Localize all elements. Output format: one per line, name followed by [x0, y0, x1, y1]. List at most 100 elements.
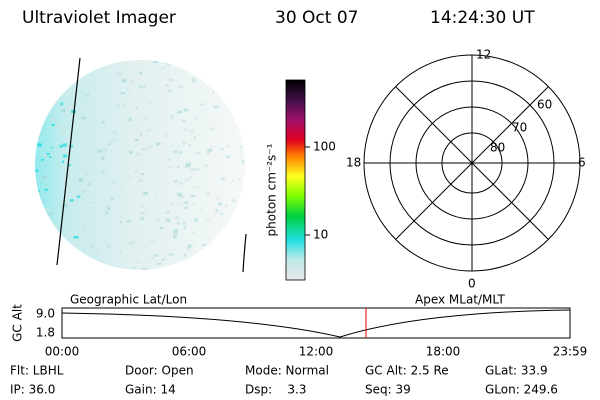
speckle — [188, 144, 191, 147]
info-field: Flt: LBHL — [10, 364, 64, 378]
speckle — [126, 87, 129, 91]
speckle — [39, 221, 45, 225]
speckle — [113, 130, 117, 133]
speckle — [134, 170, 139, 174]
speckle — [189, 129, 195, 133]
speckle — [235, 241, 238, 244]
speckle — [147, 145, 151, 149]
speckle — [41, 158, 44, 161]
speckle — [164, 211, 170, 214]
speckle — [189, 176, 192, 179]
speckle — [35, 235, 40, 238]
speckle — [141, 148, 147, 151]
info-field: GLat: 33.9 — [485, 364, 548, 378]
speckle — [35, 142, 39, 146]
speckle — [106, 245, 112, 249]
speckle — [183, 108, 189, 112]
speckle — [92, 201, 95, 204]
speckle — [141, 204, 145, 208]
speckle — [169, 202, 175, 206]
speckle — [217, 202, 223, 206]
speckle — [111, 132, 117, 135]
speckle — [228, 245, 234, 250]
speckle — [173, 231, 178, 235]
speckle — [44, 188, 49, 191]
y-tick-label: 1.8 — [36, 326, 55, 340]
speckle — [38, 86, 43, 89]
speckle — [81, 190, 87, 193]
speckle — [232, 179, 235, 182]
mlt-label: 0 — [468, 277, 476, 291]
mlt-label: 6 — [578, 156, 586, 170]
speckle — [180, 182, 183, 186]
speckle — [195, 151, 201, 155]
speckle — [150, 257, 154, 260]
speckle — [188, 245, 194, 249]
speckle — [62, 154, 68, 158]
mlt-label: 12 — [476, 48, 491, 62]
speckle — [207, 148, 212, 152]
speckle — [53, 72, 57, 75]
speckle — [179, 195, 185, 199]
speckle — [207, 149, 213, 153]
speckle — [176, 111, 182, 114]
speckle — [138, 179, 143, 182]
x-tick-label: 12:00 — [299, 345, 334, 359]
speckle — [42, 175, 47, 179]
speckle — [225, 144, 230, 148]
polar-plot — [363, 54, 581, 272]
speckle — [190, 256, 196, 261]
info-field: GLon: 249.6 — [485, 383, 558, 397]
speckle — [63, 76, 66, 79]
speckle — [44, 214, 48, 217]
speckle — [190, 80, 196, 83]
speckle — [142, 268, 148, 270]
speckle — [105, 212, 108, 215]
speckle — [195, 186, 200, 188]
y-label: GC Alt — [11, 304, 25, 342]
speckle — [184, 128, 188, 132]
speckle — [63, 242, 66, 246]
speckle — [163, 61, 168, 64]
speckle — [183, 206, 188, 210]
speckle — [108, 205, 111, 209]
info-field: Seq: 39 — [365, 383, 411, 397]
speckle — [60, 102, 64, 106]
limb-arc — [242, 233, 247, 273]
speckle — [80, 192, 85, 194]
speckle — [173, 235, 177, 239]
speckle — [119, 221, 123, 223]
speckle — [190, 194, 196, 198]
speckle — [121, 79, 127, 83]
speckle — [210, 146, 214, 148]
speckle — [184, 179, 190, 182]
speckle — [183, 226, 186, 229]
colorbar-scale — [285, 79, 306, 281]
speckle — [117, 188, 121, 191]
speckle — [35, 189, 40, 193]
speckle — [41, 92, 47, 95]
speckle — [131, 266, 136, 269]
speckle — [155, 142, 161, 146]
speckle — [233, 264, 236, 268]
speckle — [45, 153, 50, 155]
speckle — [165, 83, 169, 87]
speckle — [178, 85, 183, 89]
speckle — [35, 169, 39, 172]
speckle — [205, 191, 211, 195]
speckle — [155, 193, 158, 196]
speckle — [234, 68, 240, 72]
speckle — [73, 235, 79, 239]
speckle — [197, 167, 201, 171]
speckle — [203, 164, 208, 167]
speckle — [186, 164, 190, 168]
speckle — [56, 124, 61, 128]
speckle — [74, 263, 77, 266]
speckle — [167, 158, 172, 161]
speckle — [221, 177, 226, 181]
speckle — [227, 228, 232, 231]
speckle — [149, 144, 154, 148]
colorbar: 100 10 photon cm⁻²s⁻¹ — [265, 79, 336, 281]
speckle — [220, 213, 224, 215]
speckle — [134, 138, 139, 142]
